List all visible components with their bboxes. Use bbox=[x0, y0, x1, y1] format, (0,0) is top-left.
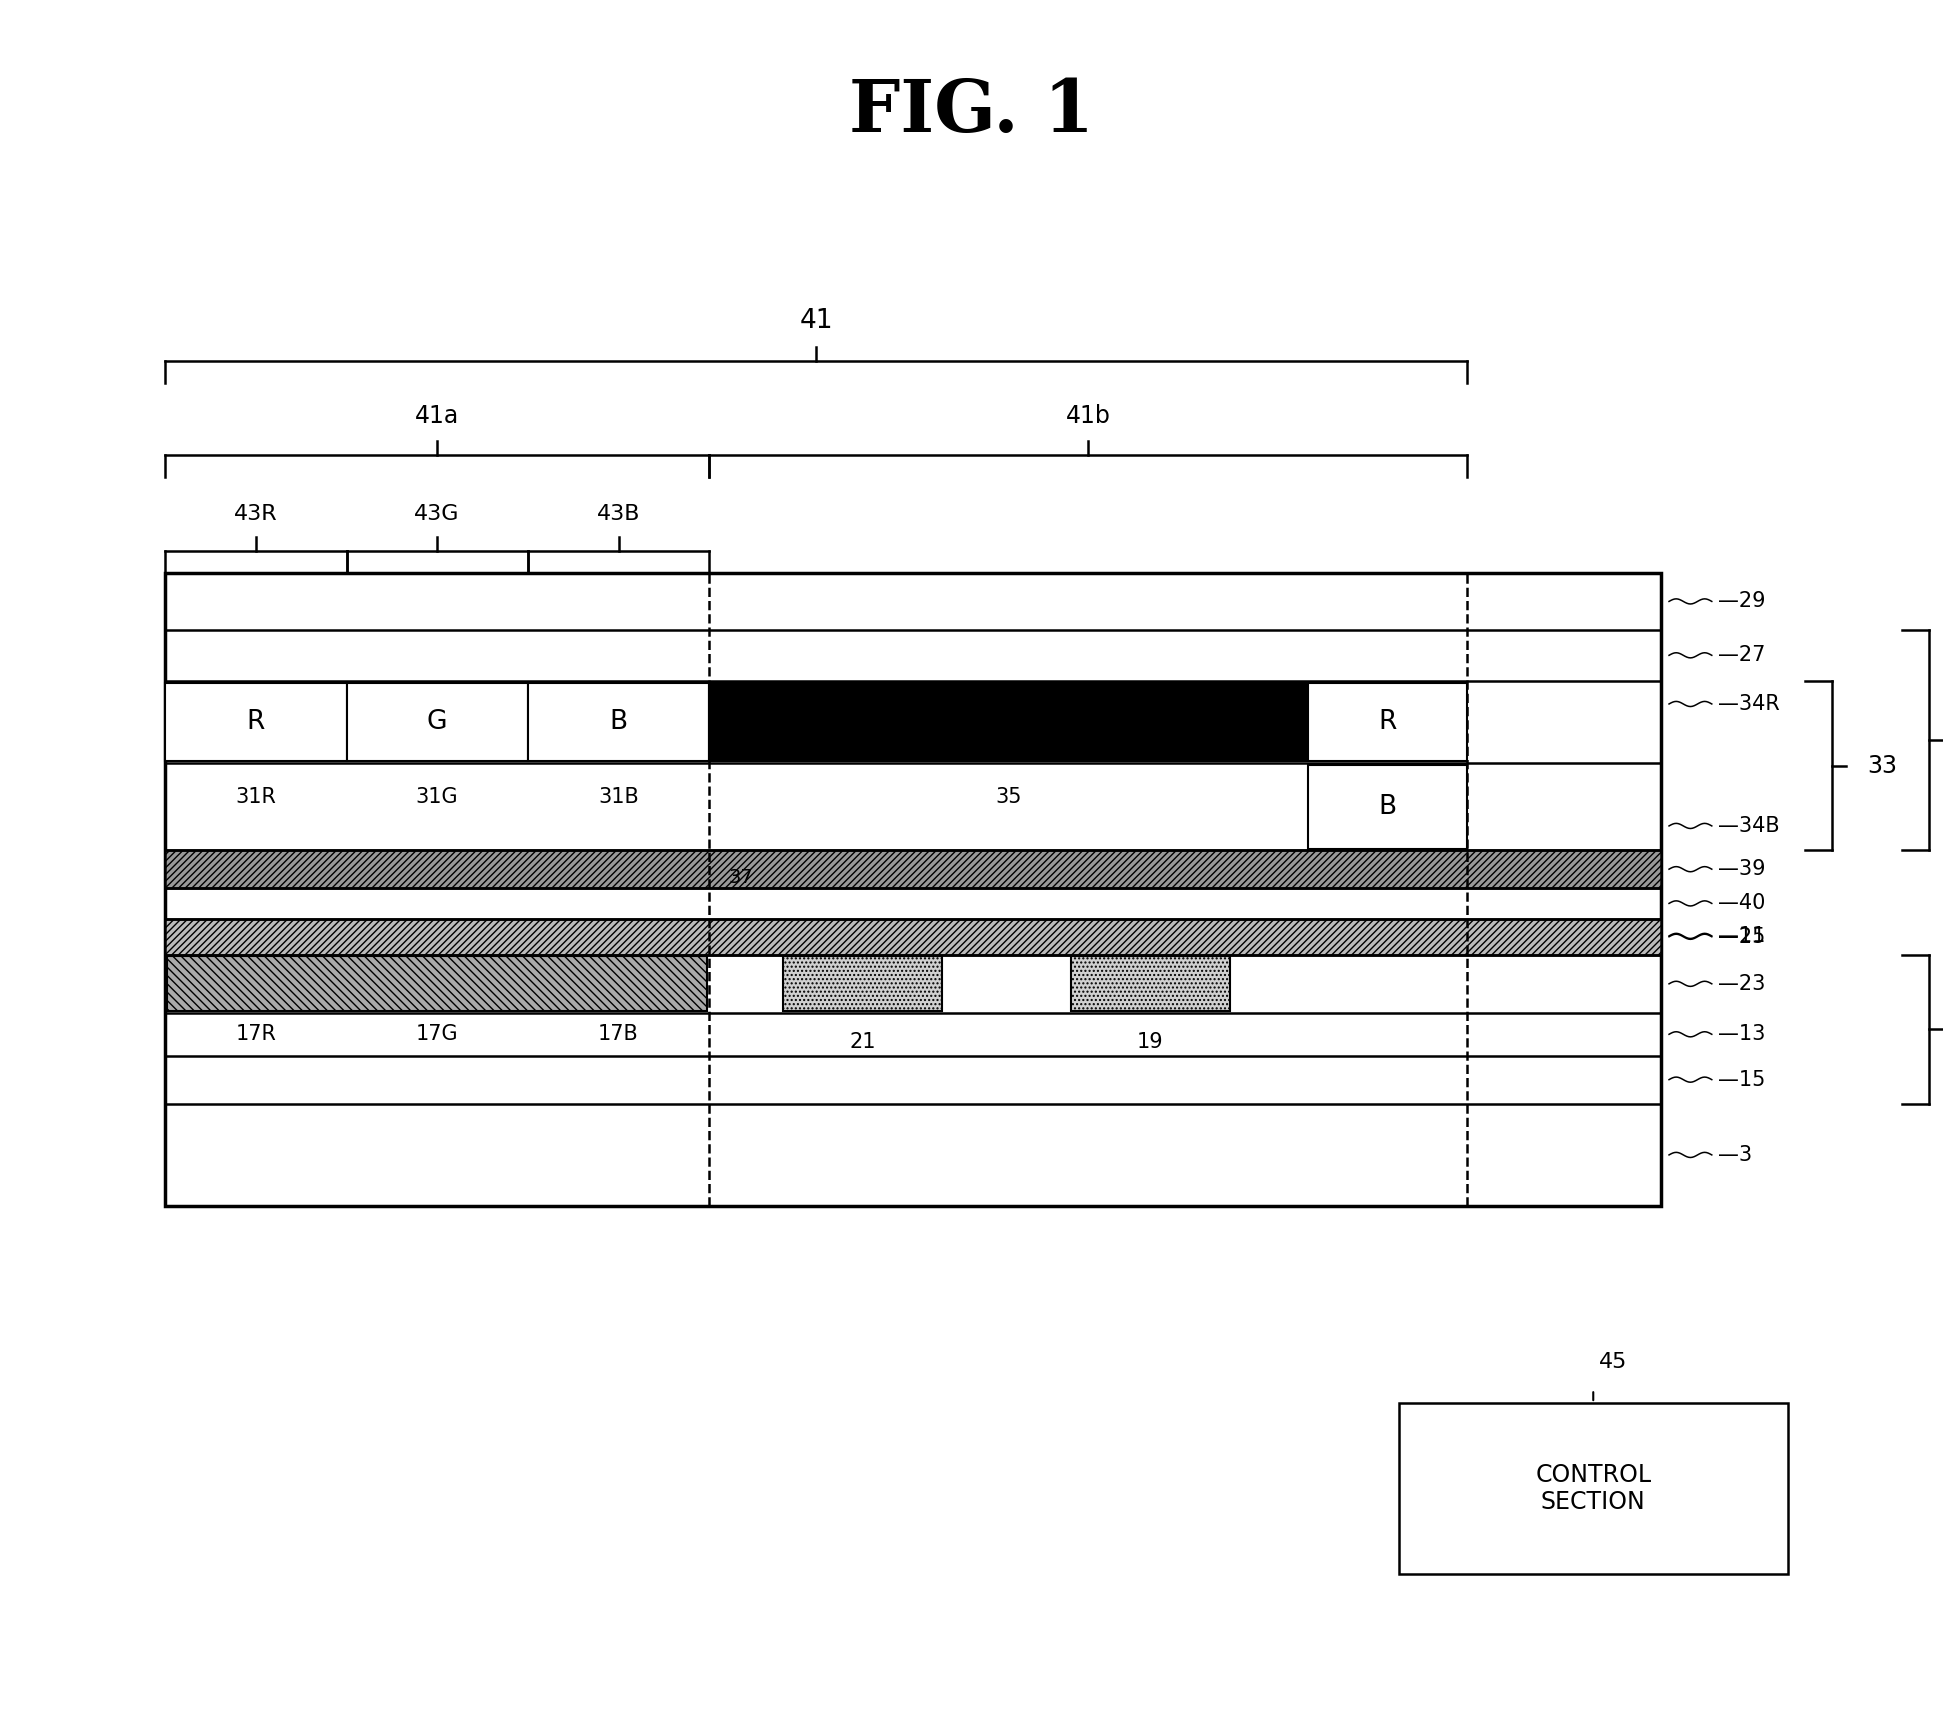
Text: 41a: 41a bbox=[416, 404, 459, 428]
Text: —34R: —34R bbox=[1718, 695, 1780, 713]
Text: —34B: —34B bbox=[1718, 816, 1780, 837]
Text: —3: —3 bbox=[1718, 1145, 1753, 1165]
Text: —27: —27 bbox=[1718, 645, 1764, 666]
Text: 21: 21 bbox=[849, 1032, 876, 1052]
Text: 35: 35 bbox=[995, 787, 1022, 808]
Text: 17R: 17R bbox=[235, 1025, 276, 1044]
Bar bbox=[346, 683, 528, 761]
Bar bbox=[165, 919, 1661, 955]
Text: 17G: 17G bbox=[416, 1025, 459, 1044]
Text: B: B bbox=[610, 708, 628, 736]
Bar bbox=[167, 956, 707, 1011]
Text: —15: —15 bbox=[1718, 1069, 1764, 1090]
Text: G: G bbox=[427, 708, 447, 736]
Text: —39: —39 bbox=[1718, 859, 1764, 879]
Text: —11: —11 bbox=[1718, 926, 1764, 946]
Bar bbox=[165, 683, 346, 761]
Text: FIG. 1: FIG. 1 bbox=[849, 75, 1094, 147]
Text: CONTROL
SECTION: CONTROL SECTION bbox=[1535, 1463, 1652, 1514]
Text: 45: 45 bbox=[1599, 1352, 1626, 1372]
Bar bbox=[709, 683, 1308, 761]
Text: 33: 33 bbox=[1867, 753, 1896, 779]
Text: —25: —25 bbox=[1718, 927, 1764, 946]
Bar bbox=[1071, 956, 1230, 1011]
Bar bbox=[165, 850, 1661, 888]
Text: —40: —40 bbox=[1718, 893, 1764, 914]
Text: 17B: 17B bbox=[598, 1025, 639, 1044]
Bar bbox=[528, 683, 709, 761]
Bar bbox=[783, 956, 942, 1011]
Text: 41: 41 bbox=[799, 308, 834, 334]
Text: B: B bbox=[1378, 794, 1397, 820]
Bar bbox=[1308, 683, 1467, 761]
Text: 31B: 31B bbox=[598, 787, 639, 808]
Bar bbox=[1399, 1403, 1788, 1574]
Text: R: R bbox=[1378, 708, 1397, 736]
Bar bbox=[165, 573, 1661, 1206]
Text: 41b: 41b bbox=[1065, 404, 1111, 428]
Text: R: R bbox=[247, 708, 264, 736]
Text: —13: —13 bbox=[1718, 1025, 1764, 1044]
Text: 19: 19 bbox=[1137, 1032, 1164, 1052]
Text: 43B: 43B bbox=[597, 503, 641, 524]
Text: 37: 37 bbox=[729, 867, 754, 888]
Text: 43R: 43R bbox=[233, 503, 278, 524]
Bar bbox=[1308, 765, 1467, 849]
Text: 43G: 43G bbox=[414, 503, 460, 524]
Text: —29: —29 bbox=[1718, 592, 1764, 611]
Text: 31G: 31G bbox=[416, 787, 459, 808]
Text: —23: —23 bbox=[1718, 974, 1764, 994]
Text: 31R: 31R bbox=[235, 787, 276, 808]
